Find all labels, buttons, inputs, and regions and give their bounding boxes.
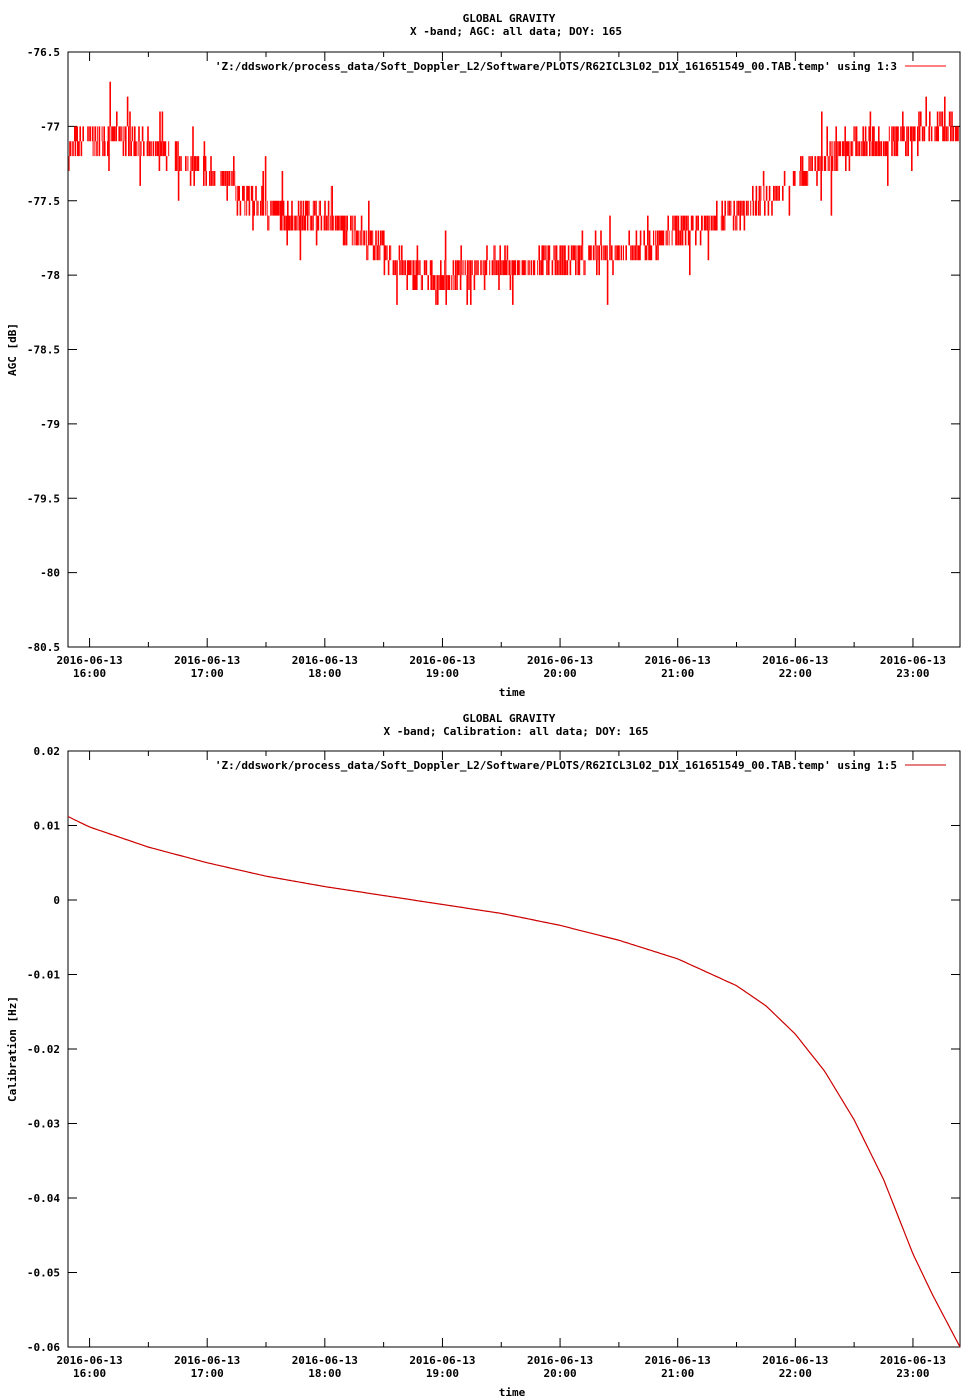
chart-title: GLOBAL GRAVITY <box>463 12 556 25</box>
x-tick-label-date: 2016-06-13 <box>645 1354 711 1367</box>
y-tick-label: -80 <box>40 567 60 580</box>
x-tick-label-time: 18:00 <box>308 667 341 680</box>
x-tick-label-date: 2016-06-13 <box>645 654 711 667</box>
x-tick-label-date: 2016-06-13 <box>174 1354 240 1367</box>
x-tick-label-date: 2016-06-13 <box>880 654 946 667</box>
x-tick-label-time: 19:00 <box>426 667 459 680</box>
y-tick-label: -0.01 <box>27 969 60 982</box>
y-tick-label: -78 <box>40 269 60 282</box>
y-tick-label: -0.04 <box>27 1192 60 1205</box>
chart-subtitle: X -band; Calibration: all data; DOY: 165 <box>384 725 649 738</box>
x-tick-label-date: 2016-06-13 <box>527 1354 593 1367</box>
y-tick-label: -78.5 <box>27 344 60 357</box>
plot-frame <box>67 750 961 1348</box>
y-tick-label: 0 <box>53 894 60 907</box>
x-tick-label-time: 16:00 <box>73 667 106 680</box>
y-tick-label: -0.03 <box>27 1118 60 1131</box>
y-tick-label: -77.5 <box>27 195 60 208</box>
x-tick-label-time: 19:00 <box>426 1367 459 1380</box>
y-tick-label: 0.01 <box>34 820 61 833</box>
x-tick-label-date: 2016-06-13 <box>56 654 122 667</box>
x-tick-label-date: 2016-06-13 <box>292 1354 358 1367</box>
y-axis-label: Calibration [Hz] <box>6 996 19 1102</box>
x-tick-label-time: 17:00 <box>191 667 224 680</box>
x-tick-label-date: 2016-06-13 <box>880 1354 946 1367</box>
x-tick-label-date: 2016-06-13 <box>292 654 358 667</box>
x-tick-label-time: 22:00 <box>779 667 812 680</box>
y-tick-label: -0.06 <box>27 1341 60 1354</box>
chart-title: GLOBAL GRAVITY <box>463 712 556 725</box>
x-tick-label-time: 21:00 <box>661 667 694 680</box>
chart-subtitle: X -band; AGC: all data; DOY: 165 <box>410 25 622 38</box>
y-axis-label: AGC [dB] <box>6 323 19 376</box>
y-tick-label: -76.5 <box>27 46 60 59</box>
y-tick-label: -79.5 <box>27 492 60 505</box>
x-tick-label-date: 2016-06-13 <box>56 1354 122 1367</box>
legend-label: 'Z:/ddswork/process_data/Soft_Doppler_L2… <box>215 759 897 772</box>
x-tick-label-time: 20:00 <box>544 667 577 680</box>
x-tick-label-time: 22:00 <box>779 1367 812 1380</box>
x-tick-label-time: 23:00 <box>896 1367 929 1380</box>
y-tick-label: 0.02 <box>34 745 61 758</box>
x-tick-label-date: 2016-06-13 <box>527 654 593 667</box>
calibration-series-line <box>67 816 961 1348</box>
x-tick-label-time: 17:00 <box>191 1367 224 1380</box>
x-tick-label-date: 2016-06-13 <box>174 654 240 667</box>
y-tick-label: -79 <box>40 418 60 431</box>
x-tick-label-time: 20:00 <box>544 1367 577 1380</box>
y-tick-label: -0.05 <box>27 1267 60 1280</box>
x-tick-label-date: 2016-06-13 <box>762 654 828 667</box>
y-tick-label: -80.5 <box>27 641 60 654</box>
y-tick-label: -77 <box>40 120 60 133</box>
plot-frame <box>67 51 961 648</box>
x-tick-label-time: 18:00 <box>308 1367 341 1380</box>
x-tick-label-date: 2016-06-13 <box>409 654 475 667</box>
legend-label: 'Z:/ddswork/process_data/Soft_Doppler_L2… <box>215 60 897 73</box>
x-axis-label: time <box>499 1386 526 1399</box>
x-tick-label-date: 2016-06-13 <box>409 1354 475 1367</box>
x-axis-label: time <box>499 686 526 699</box>
y-tick-label: -0.02 <box>27 1043 60 1056</box>
x-tick-label-time: 23:00 <box>896 667 929 680</box>
x-tick-label-date: 2016-06-13 <box>762 1354 828 1367</box>
agc-series-line <box>68 81 959 305</box>
x-tick-label-time: 21:00 <box>661 1367 694 1380</box>
x-tick-label-time: 16:00 <box>73 1367 106 1380</box>
